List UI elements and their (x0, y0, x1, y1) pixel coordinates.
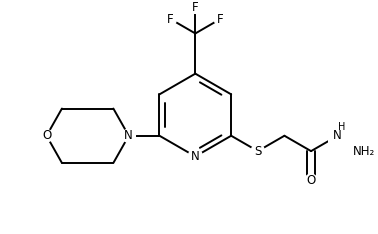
Text: N: N (124, 129, 133, 142)
Text: F: F (192, 1, 199, 14)
Text: F: F (217, 13, 223, 26)
Text: N: N (191, 150, 200, 163)
Circle shape (251, 145, 265, 158)
Circle shape (214, 13, 226, 25)
Circle shape (188, 149, 203, 164)
Text: O: O (42, 129, 51, 142)
Circle shape (40, 130, 53, 142)
Circle shape (165, 13, 177, 25)
Circle shape (305, 174, 317, 186)
Circle shape (355, 142, 373, 160)
Text: N: N (333, 129, 342, 142)
Text: S: S (254, 145, 262, 158)
Text: H: H (338, 122, 345, 132)
Circle shape (189, 2, 201, 13)
Text: O: O (307, 174, 316, 187)
Circle shape (122, 129, 135, 142)
Text: F: F (167, 13, 174, 26)
Text: NH₂: NH₂ (353, 145, 375, 158)
Circle shape (332, 130, 344, 142)
